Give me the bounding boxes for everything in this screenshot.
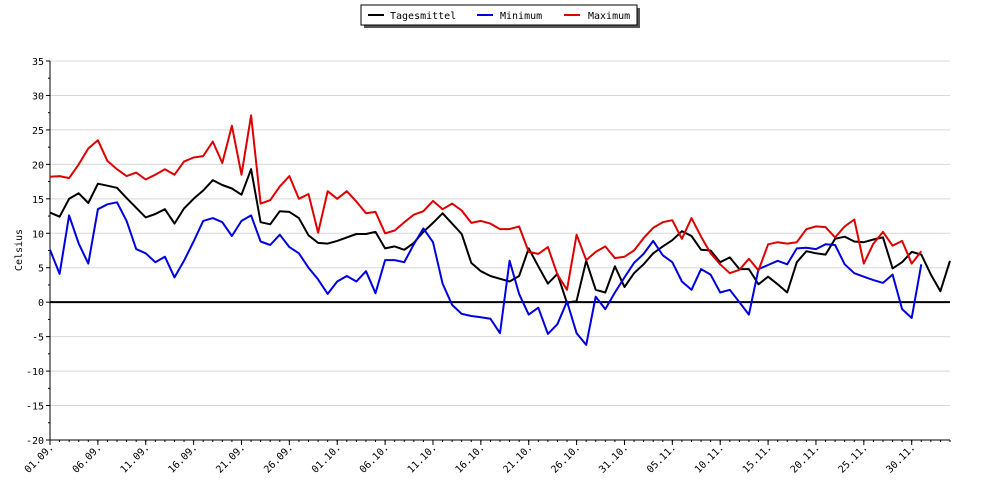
x-tick-label: 25.11. xyxy=(837,442,870,475)
x-tick-label: 05.11. xyxy=(645,442,678,475)
y-tick-label: -10 xyxy=(26,367,44,378)
y-axis-title: Celsius xyxy=(14,229,25,271)
x-tick-label: 20.11. xyxy=(789,442,822,475)
data-series xyxy=(49,114,951,346)
y-tick-label: 0 xyxy=(38,298,44,309)
x-tick-label: 16.09. xyxy=(166,442,199,475)
y-tick-label: 10 xyxy=(32,229,44,240)
x-tick-label: 21.10. xyxy=(502,442,535,475)
grid-lines xyxy=(50,60,950,441)
legend-label-maximum: Maximum xyxy=(588,11,630,22)
legend-box xyxy=(360,4,638,26)
legend-label-tagesmittel: Tagesmittel xyxy=(390,11,456,22)
y-tick-label: 35 xyxy=(32,57,44,68)
y-tick-label: -5 xyxy=(32,333,44,344)
y-tick-label: 5 xyxy=(38,264,44,275)
x-tick-label: 30.11. xyxy=(885,442,918,475)
y-tick-label: 15 xyxy=(32,195,44,206)
x-tick-label: 06.09. xyxy=(71,442,104,475)
x-tick-label: 01.09. xyxy=(23,442,56,475)
x-tick-label: 31.10. xyxy=(597,442,630,475)
x-tick-label: 10.11. xyxy=(693,442,726,475)
x-tick-label: 16.10. xyxy=(454,442,487,475)
y-tick-label: 20 xyxy=(32,160,44,171)
x-tick-label: 11.09. xyxy=(119,442,152,475)
y-tick-label: 30 xyxy=(32,91,44,102)
legend-label-minimum: Minimum xyxy=(500,11,542,22)
x-tick-label: 11.10. xyxy=(406,442,439,475)
series-line-minimum xyxy=(49,201,923,346)
y-tick-label: 25 xyxy=(32,126,44,137)
legend: Tagesmittel Minimum Maximum xyxy=(360,4,640,28)
series-line-maximum xyxy=(49,114,923,291)
x-tick-label: 26.09. xyxy=(262,442,295,475)
x-tick-label: 01.10. xyxy=(310,442,343,475)
x-tick-label: 06.10. xyxy=(358,442,391,475)
series-line-tagesmittel xyxy=(49,168,951,304)
x-tick-label: 15.11. xyxy=(741,442,774,475)
x-tick-label: 26.10. xyxy=(549,442,582,475)
y-tick-label: -20 xyxy=(26,436,44,447)
x-tick-label: 21.09. xyxy=(214,442,247,475)
y-tick-label: -15 xyxy=(26,402,44,413)
